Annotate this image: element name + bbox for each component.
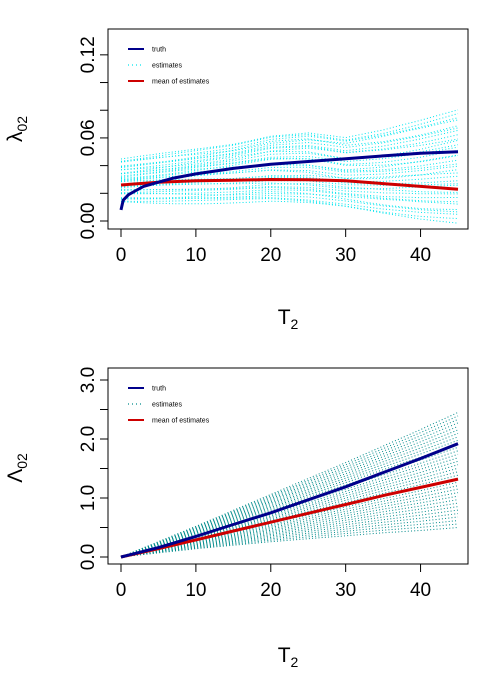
estimate-line xyxy=(120,516,459,558)
y-axis: 0.00 0.06 0.12 xyxy=(78,36,109,240)
estimate-line xyxy=(120,520,459,558)
estimate-line xyxy=(120,443,459,558)
estimate-line xyxy=(120,495,459,558)
y-tick-label: 0.0 xyxy=(78,544,99,570)
estimate-line xyxy=(120,146,459,175)
estimate-line xyxy=(120,436,459,558)
x-tick-label: 40 xyxy=(410,245,431,266)
estimate-line xyxy=(120,492,459,558)
y-tick-label: 0.06 xyxy=(78,119,99,156)
legend-label: mean of estimates xyxy=(152,418,210,425)
y-axis-title: Λ02 xyxy=(4,453,30,483)
estimate-line xyxy=(120,149,459,177)
estimate-line xyxy=(120,127,459,167)
x-axis-title-sub: 2 xyxy=(291,316,299,332)
estimate-line xyxy=(120,425,459,558)
x-tick-label: 30 xyxy=(335,580,356,601)
estimate-line xyxy=(120,129,459,169)
estimate-line xyxy=(120,506,459,558)
estimate-line xyxy=(120,509,459,558)
series-line-truth xyxy=(119,150,459,211)
estimate-line xyxy=(120,432,459,558)
y-axis-title: λ02 xyxy=(4,116,30,142)
estimate-line xyxy=(121,198,459,219)
estimate-line xyxy=(120,154,459,178)
y-axis-title-main: Λ xyxy=(4,469,27,483)
y-tick-label: 2.0 xyxy=(78,426,99,452)
series-lines xyxy=(120,442,459,559)
estimate-line xyxy=(120,139,459,174)
estimate-line xyxy=(120,109,459,160)
series-line-mean-of-estimates xyxy=(120,178,459,191)
estimate-line xyxy=(120,138,459,171)
estimate-line xyxy=(120,165,459,182)
estimate-line xyxy=(120,200,459,224)
series-line-mean-of-estimates xyxy=(120,477,459,559)
estimate-line xyxy=(120,113,459,162)
y-tick-label: 0.12 xyxy=(78,36,99,73)
estimate-line xyxy=(120,134,459,171)
x-tick-label: 40 xyxy=(410,580,431,601)
estimate-line xyxy=(120,169,459,185)
y-tick-label: 1.0 xyxy=(78,485,99,511)
x-axis-title-main: T xyxy=(278,644,291,667)
estimate-line xyxy=(121,192,459,205)
estimate-line xyxy=(120,159,459,181)
x-tick-label: 30 xyxy=(335,245,356,266)
legend-label: estimates xyxy=(152,402,182,409)
legend: truth estimates mean of estimates xyxy=(128,47,210,86)
chart-lambda02: 0 10 20 30 40 0.00 0.06 0.12 λ02 T2 truth estim… xyxy=(4,28,469,332)
estimate-line xyxy=(120,502,459,558)
x-axis-title: T2 xyxy=(278,306,299,332)
estimate-line xyxy=(120,429,459,558)
legend-label: estimates xyxy=(152,63,182,70)
estimate-line xyxy=(120,189,459,203)
estimate-line xyxy=(120,117,459,163)
y-axis-title-sub: 02 xyxy=(14,453,30,469)
estimate-line xyxy=(120,119,459,163)
legend-label: truth xyxy=(152,386,166,393)
y-tick-label: 0.00 xyxy=(78,203,99,240)
x-tick-label: 0 xyxy=(116,245,127,266)
estimate-line xyxy=(120,439,459,558)
x-axis-title: T2 xyxy=(278,644,299,670)
legend-label: truth xyxy=(152,47,166,54)
x-tick-label: 20 xyxy=(260,580,281,601)
estimate-line xyxy=(120,523,459,558)
estimates-lines xyxy=(120,411,459,558)
legend: truth estimates mean of estimates xyxy=(128,386,210,425)
estimate-line xyxy=(120,186,458,199)
plot-frame xyxy=(107,367,469,565)
y-tick-label: 3.0 xyxy=(78,367,99,393)
estimate-line xyxy=(120,513,459,558)
estimate-line xyxy=(120,411,459,558)
estimates-lines xyxy=(120,109,459,224)
estimate-line xyxy=(120,194,459,213)
chart-Lambda02: 0 10 20 30 40 0.0 1.0 2.0 3.0 Λ02 T2 truth estim… xyxy=(4,367,469,670)
y-axis-title-main: λ xyxy=(4,131,27,142)
y-axis: 0.0 1.0 2.0 3.0 xyxy=(78,367,109,570)
x-tick-label: 20 xyxy=(260,245,281,266)
series-line-truth xyxy=(120,442,459,559)
estimate-line xyxy=(120,527,459,558)
estimate-line xyxy=(120,197,459,215)
legend-label: mean of estimates xyxy=(152,79,210,86)
series-lines xyxy=(119,150,459,211)
x-axis: 0 10 20 30 40 xyxy=(116,563,431,601)
estimate-line xyxy=(120,185,458,195)
estimate-line xyxy=(120,154,459,179)
y-axis-title-sub: 02 xyxy=(14,116,30,132)
estimate-line xyxy=(120,499,459,558)
estimate-line xyxy=(120,450,459,558)
x-axis: 0 10 20 30 40 xyxy=(116,228,431,266)
x-tick-label: 10 xyxy=(185,245,206,266)
x-axis-title-sub: 2 xyxy=(291,654,299,670)
estimate-line xyxy=(121,191,459,210)
x-tick-label: 0 xyxy=(116,580,127,601)
estimate-line xyxy=(120,144,459,175)
estimate-line xyxy=(120,163,459,181)
x-axis-title-main: T xyxy=(278,306,291,329)
x-tick-label: 10 xyxy=(185,580,206,601)
